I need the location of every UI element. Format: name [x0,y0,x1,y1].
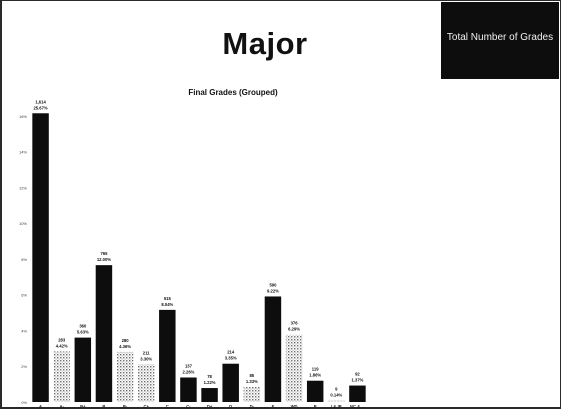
x-tick-label: A- [59,404,64,409]
bar-percent-label: 3.30% [140,356,152,361]
bar-percent-label: 1.22% [204,380,216,385]
bar [116,351,134,402]
chart-title: Final Grades (Grouped) [188,88,278,97]
bar [95,265,113,402]
y-tick-label: 8% [21,257,27,262]
bar-value-label: 1,614 [35,99,46,104]
bar [243,386,261,402]
bar-percent-label: 6.29% [288,327,300,332]
bar-percent-label: 5.63% [77,330,89,335]
bar-value-label: 214 [227,350,235,355]
bar-percent-label: 1.37% [352,378,364,383]
bar [349,385,366,402]
y-tick-label: 6% [21,293,27,298]
y-axis: 0% 2% 4% 6% 8% 10% 12% 14% 16% [19,114,27,405]
x-tick-label: C+ [143,404,149,409]
y-tick-label: 4% [21,328,27,333]
bar [264,296,282,402]
x-tick-label: NC & ... [350,404,365,409]
bar-percent-label: 9.22% [267,288,279,293]
x-tick-label: F [272,404,275,409]
y-tick-label: 12% [19,185,27,190]
y-tick-label: 14% [19,150,27,155]
y-tick-label: 0% [21,400,27,405]
bar-value-label: 360 [79,324,87,329]
bar-value-label: 137 [185,363,193,368]
x-axis: A A- B+ B B- C+ C C- D+ D D- F WD P I & IP NC & ... [39,404,365,409]
bar [306,380,324,402]
bar-value-label: 211 [143,350,150,355]
bar [159,309,176,402]
x-tick-label: I & IP [331,404,342,409]
y-tick-label: 10% [19,221,27,226]
bar-percent-label: 2.26% [183,369,195,374]
bar-percent-label: 0.14% [330,392,342,397]
bar [222,363,239,402]
bar-percent-label: 25.67% [33,105,47,110]
bar [137,364,155,402]
x-tick-label: D- [250,404,255,409]
x-tick-label: B [102,404,105,409]
bar [328,400,345,402]
bar-percent-label: 4.36% [119,344,131,349]
bar-percent-label: 1.86% [309,373,321,378]
bar-percent-label: 1.33% [246,379,258,384]
x-tick-label: C [166,404,169,409]
bar [180,377,197,402]
x-tick-label: WD [291,404,298,409]
bar-percent-label: 8.04% [161,302,173,307]
bar-value-label: 283 [58,337,66,342]
bar-value-label: 376 [291,321,299,326]
bar [53,351,70,402]
bar-value-label: 515 [164,296,172,301]
bar [74,337,92,402]
y-tick-label: 2% [21,364,27,369]
bar-value-label: 119 [312,367,319,372]
bar-percent-label: 3.35% [225,356,237,361]
bar-value-label: 92 [355,372,360,377]
bar-percent-label: 12.00% [97,257,111,262]
x-tick-label: P [314,404,317,409]
bar-value-label: 765 [100,251,108,256]
bar-percent-label: 4.42% [56,343,68,348]
x-tick-label: B+ [80,404,86,409]
bar-value-label: 85 [249,373,254,378]
x-tick-label: D [229,404,232,409]
x-tick-label: B- [123,404,128,409]
x-tick-label: D+ [207,404,213,409]
y-tick-label: 16% [19,114,27,119]
bar-value-label: 590 [269,282,277,287]
bar-value-label: 9 [335,386,338,391]
x-tick-label: C- [186,404,191,409]
bar-value-label: 78 [207,374,212,379]
bar-value-label: 280 [122,338,130,343]
slide-title: Major [222,26,308,61]
bar [32,113,49,403]
legend-box: Total Number of Grades [441,2,559,79]
bar [201,388,218,402]
x-tick-label: A [39,404,42,409]
bar [285,334,303,402]
